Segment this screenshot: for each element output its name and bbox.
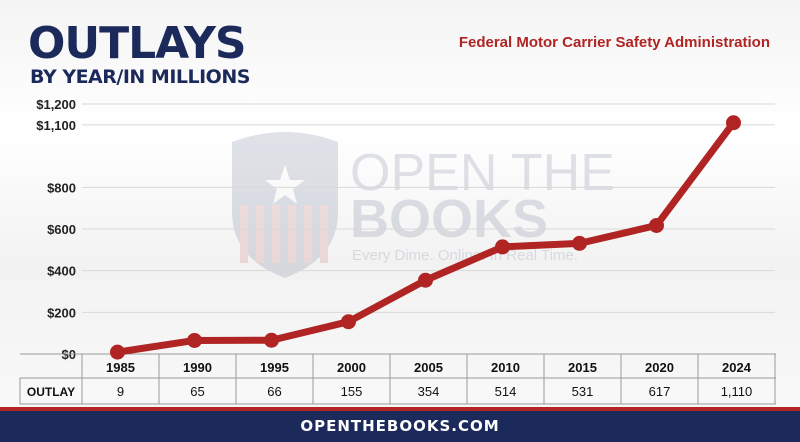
table-cell: 617: [649, 384, 671, 399]
table-cell: 9: [117, 384, 124, 399]
chart-subtitle: BY YEAR/IN MILLIONS: [30, 66, 250, 88]
table-cell: 65: [190, 384, 204, 399]
watermark-line2: BOOKS: [350, 189, 548, 249]
table-cell: 514: [495, 384, 517, 399]
watermark-tagline: Every Dime. Online. In Real Time.: [352, 247, 578, 264]
chart-title: OUTLAYS: [28, 18, 247, 69]
y-tick-label: $400: [47, 264, 76, 279]
watermark-line1: OPEN THE: [350, 144, 615, 202]
data-point: [110, 344, 125, 360]
footer-bar: OPENTHEBOOKS.COM: [0, 407, 800, 442]
y-tick-label: $1,100: [36, 118, 76, 133]
x-tick-label: 2015: [568, 360, 597, 375]
table-cell: 155: [341, 384, 363, 399]
watermark-stripe: [320, 205, 328, 263]
x-tick-label: 1985: [106, 360, 135, 375]
watermark-stripe: [256, 205, 264, 263]
y-tick-label: $1,200: [36, 97, 76, 112]
watermark-stripe: [272, 205, 280, 263]
table-row-label: OUTLAY: [27, 385, 75, 399]
agency-name: Federal Motor Carrier Safety Administrat…: [458, 34, 770, 51]
x-tick-label: 1990: [183, 360, 212, 375]
data-point: [649, 217, 664, 233]
x-tick-label: 1995: [260, 360, 289, 375]
data-point: [187, 332, 202, 348]
y-tick-label: $800: [47, 180, 76, 195]
data-point: [572, 235, 587, 251]
table-cell: 66: [267, 384, 281, 399]
watermark-shield-icon: [232, 132, 338, 278]
table-cell: 354: [418, 384, 440, 399]
table-cell: 1,110: [721, 384, 753, 399]
y-tick-label: $600: [47, 222, 76, 237]
x-tick-label: 2020: [645, 360, 674, 375]
x-tick-label: 2000: [337, 360, 366, 375]
x-tick-label: 2024: [722, 360, 752, 375]
data-point: [341, 314, 356, 330]
watermark-stripe: [304, 205, 312, 263]
watermark-stripe: [240, 205, 248, 263]
data-point: [264, 332, 279, 348]
x-tick-label: 2010: [491, 360, 520, 375]
x-tick-label: 2005: [414, 360, 443, 375]
watermark-star-icon: [265, 165, 305, 204]
table-cell: 531: [572, 384, 594, 399]
watermark-stripe: [288, 205, 296, 263]
data-point: [495, 239, 510, 255]
data-point: [726, 115, 741, 131]
data-point: [418, 272, 433, 288]
y-tick-label: $200: [47, 305, 76, 320]
footer-site-label: OPENTHEBOOKS.COM: [300, 417, 500, 435]
